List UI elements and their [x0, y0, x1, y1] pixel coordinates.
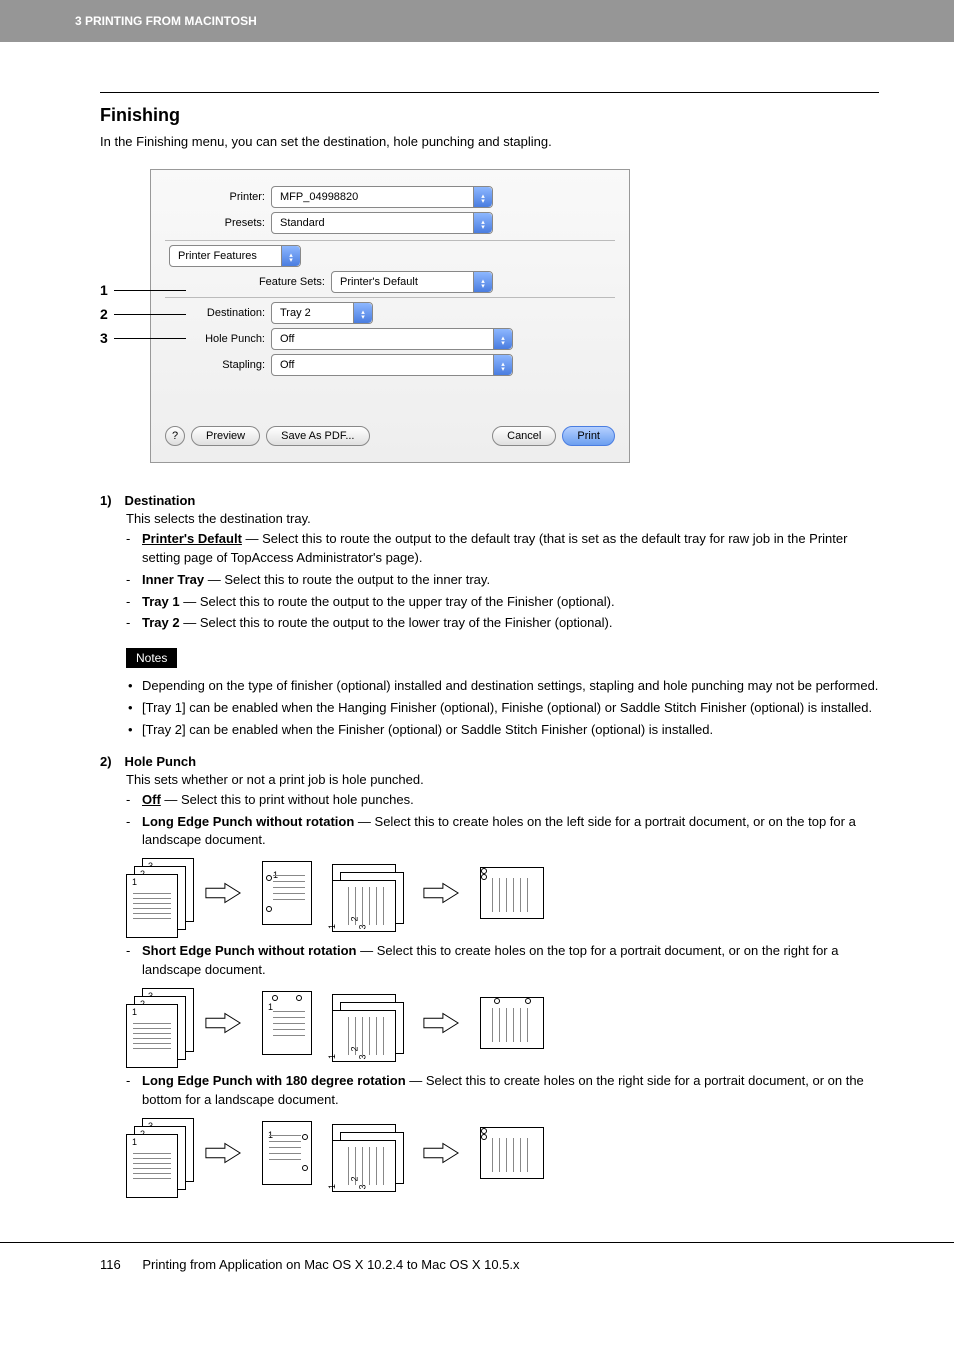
- opt-long-edge-no-rot: Long Edge Punch without rotation — Selec…: [126, 813, 879, 851]
- panel-select[interactable]: Printer Features: [169, 245, 301, 267]
- item-heading: 1) Destination: [100, 493, 879, 508]
- diagram-short-edge-no-rot: 3 2 1 1 1 2 3: [126, 988, 879, 1058]
- opt-long-edge-180: Long Edge Punch with 180 degree rotation…: [126, 1072, 879, 1110]
- item-desc: This selects the destination tray.: [126, 511, 879, 526]
- callout-2: 2: [100, 308, 108, 320]
- item-desc: This sets whether or not a print job is …: [126, 772, 879, 787]
- note: [Tray 2] can be enabled when the Finishe…: [126, 721, 879, 740]
- presets-select[interactable]: Standard: [271, 212, 493, 234]
- featuresets-label: Feature Sets:: [165, 276, 331, 288]
- holepunch-select[interactable]: Off: [271, 328, 513, 350]
- help-button[interactable]: ?: [165, 426, 185, 446]
- opt-off: Off — Select this to print without hole …: [126, 791, 879, 810]
- preview-button[interactable]: Preview: [191, 426, 260, 446]
- featuresets-select[interactable]: Printer's Default: [331, 271, 493, 293]
- opt-tray-1: Tray 1 — Select this to route the output…: [126, 593, 879, 612]
- page-number: 116: [100, 1257, 121, 1272]
- destination-select[interactable]: Tray 2: [271, 302, 373, 324]
- stapling-label: Stapling:: [165, 359, 271, 371]
- opt-inner-tray: Inner Tray — Select this to route the ou…: [126, 571, 879, 590]
- chapter-header: 3 PRINTING FROM MACINTOSH: [0, 0, 954, 42]
- diagram-long-edge-no-rot: 3 2 1 1 1 2 3: [126, 858, 879, 928]
- cancel-button[interactable]: Cancel: [492, 426, 556, 446]
- notes-tag: Notes: [126, 648, 177, 668]
- presets-label: Presets:: [165, 217, 271, 229]
- opt-printers-default: Printer's Default — Select this to route…: [126, 530, 879, 568]
- destination-label: Destination:: [165, 307, 271, 319]
- callout-1: 1: [100, 284, 108, 296]
- note: Depending on the type of finisher (optio…: [126, 677, 879, 696]
- save-pdf-button[interactable]: Save As PDF...: [266, 426, 369, 446]
- printer-label: Printer:: [165, 191, 271, 203]
- printer-select[interactable]: MFP_04998820: [271, 186, 493, 208]
- callout-3: 3: [100, 332, 108, 344]
- holepunch-label: Hole Punch:: [165, 333, 271, 345]
- note: [Tray 1] can be enabled when the Hanging…: [126, 699, 879, 718]
- diagram-long-edge-180: 3 2 1 1 1 2 3: [126, 1118, 879, 1188]
- stapling-select[interactable]: Off: [271, 354, 513, 376]
- item-heading: 2) Hole Punch: [100, 754, 879, 769]
- print-dialog-figure: 1 2 3 Printer: MFP_04998820 Presets: Sta…: [150, 169, 630, 463]
- item-destination: 1) Destination This selects the destinat…: [100, 493, 879, 740]
- opt-short-edge-no-rot: Short Edge Punch without rotation — Sele…: [126, 942, 879, 980]
- section-intro: In the Finishing menu, you can set the d…: [100, 134, 879, 149]
- page-footer: 116 Printing from Application on Mac OS …: [0, 1243, 954, 1302]
- item-hole-punch: 2) Hole Punch This sets whether or not a…: [100, 754, 879, 1188]
- print-button[interactable]: Print: [562, 426, 615, 446]
- footer-text: Printing from Application on Mac OS X 10…: [142, 1257, 519, 1272]
- section-title: Finishing: [100, 105, 879, 126]
- opt-tray-2: Tray 2 — Select this to route the output…: [126, 614, 879, 633]
- chapter-title: 3 PRINTING FROM MACINTOSH: [75, 14, 257, 28]
